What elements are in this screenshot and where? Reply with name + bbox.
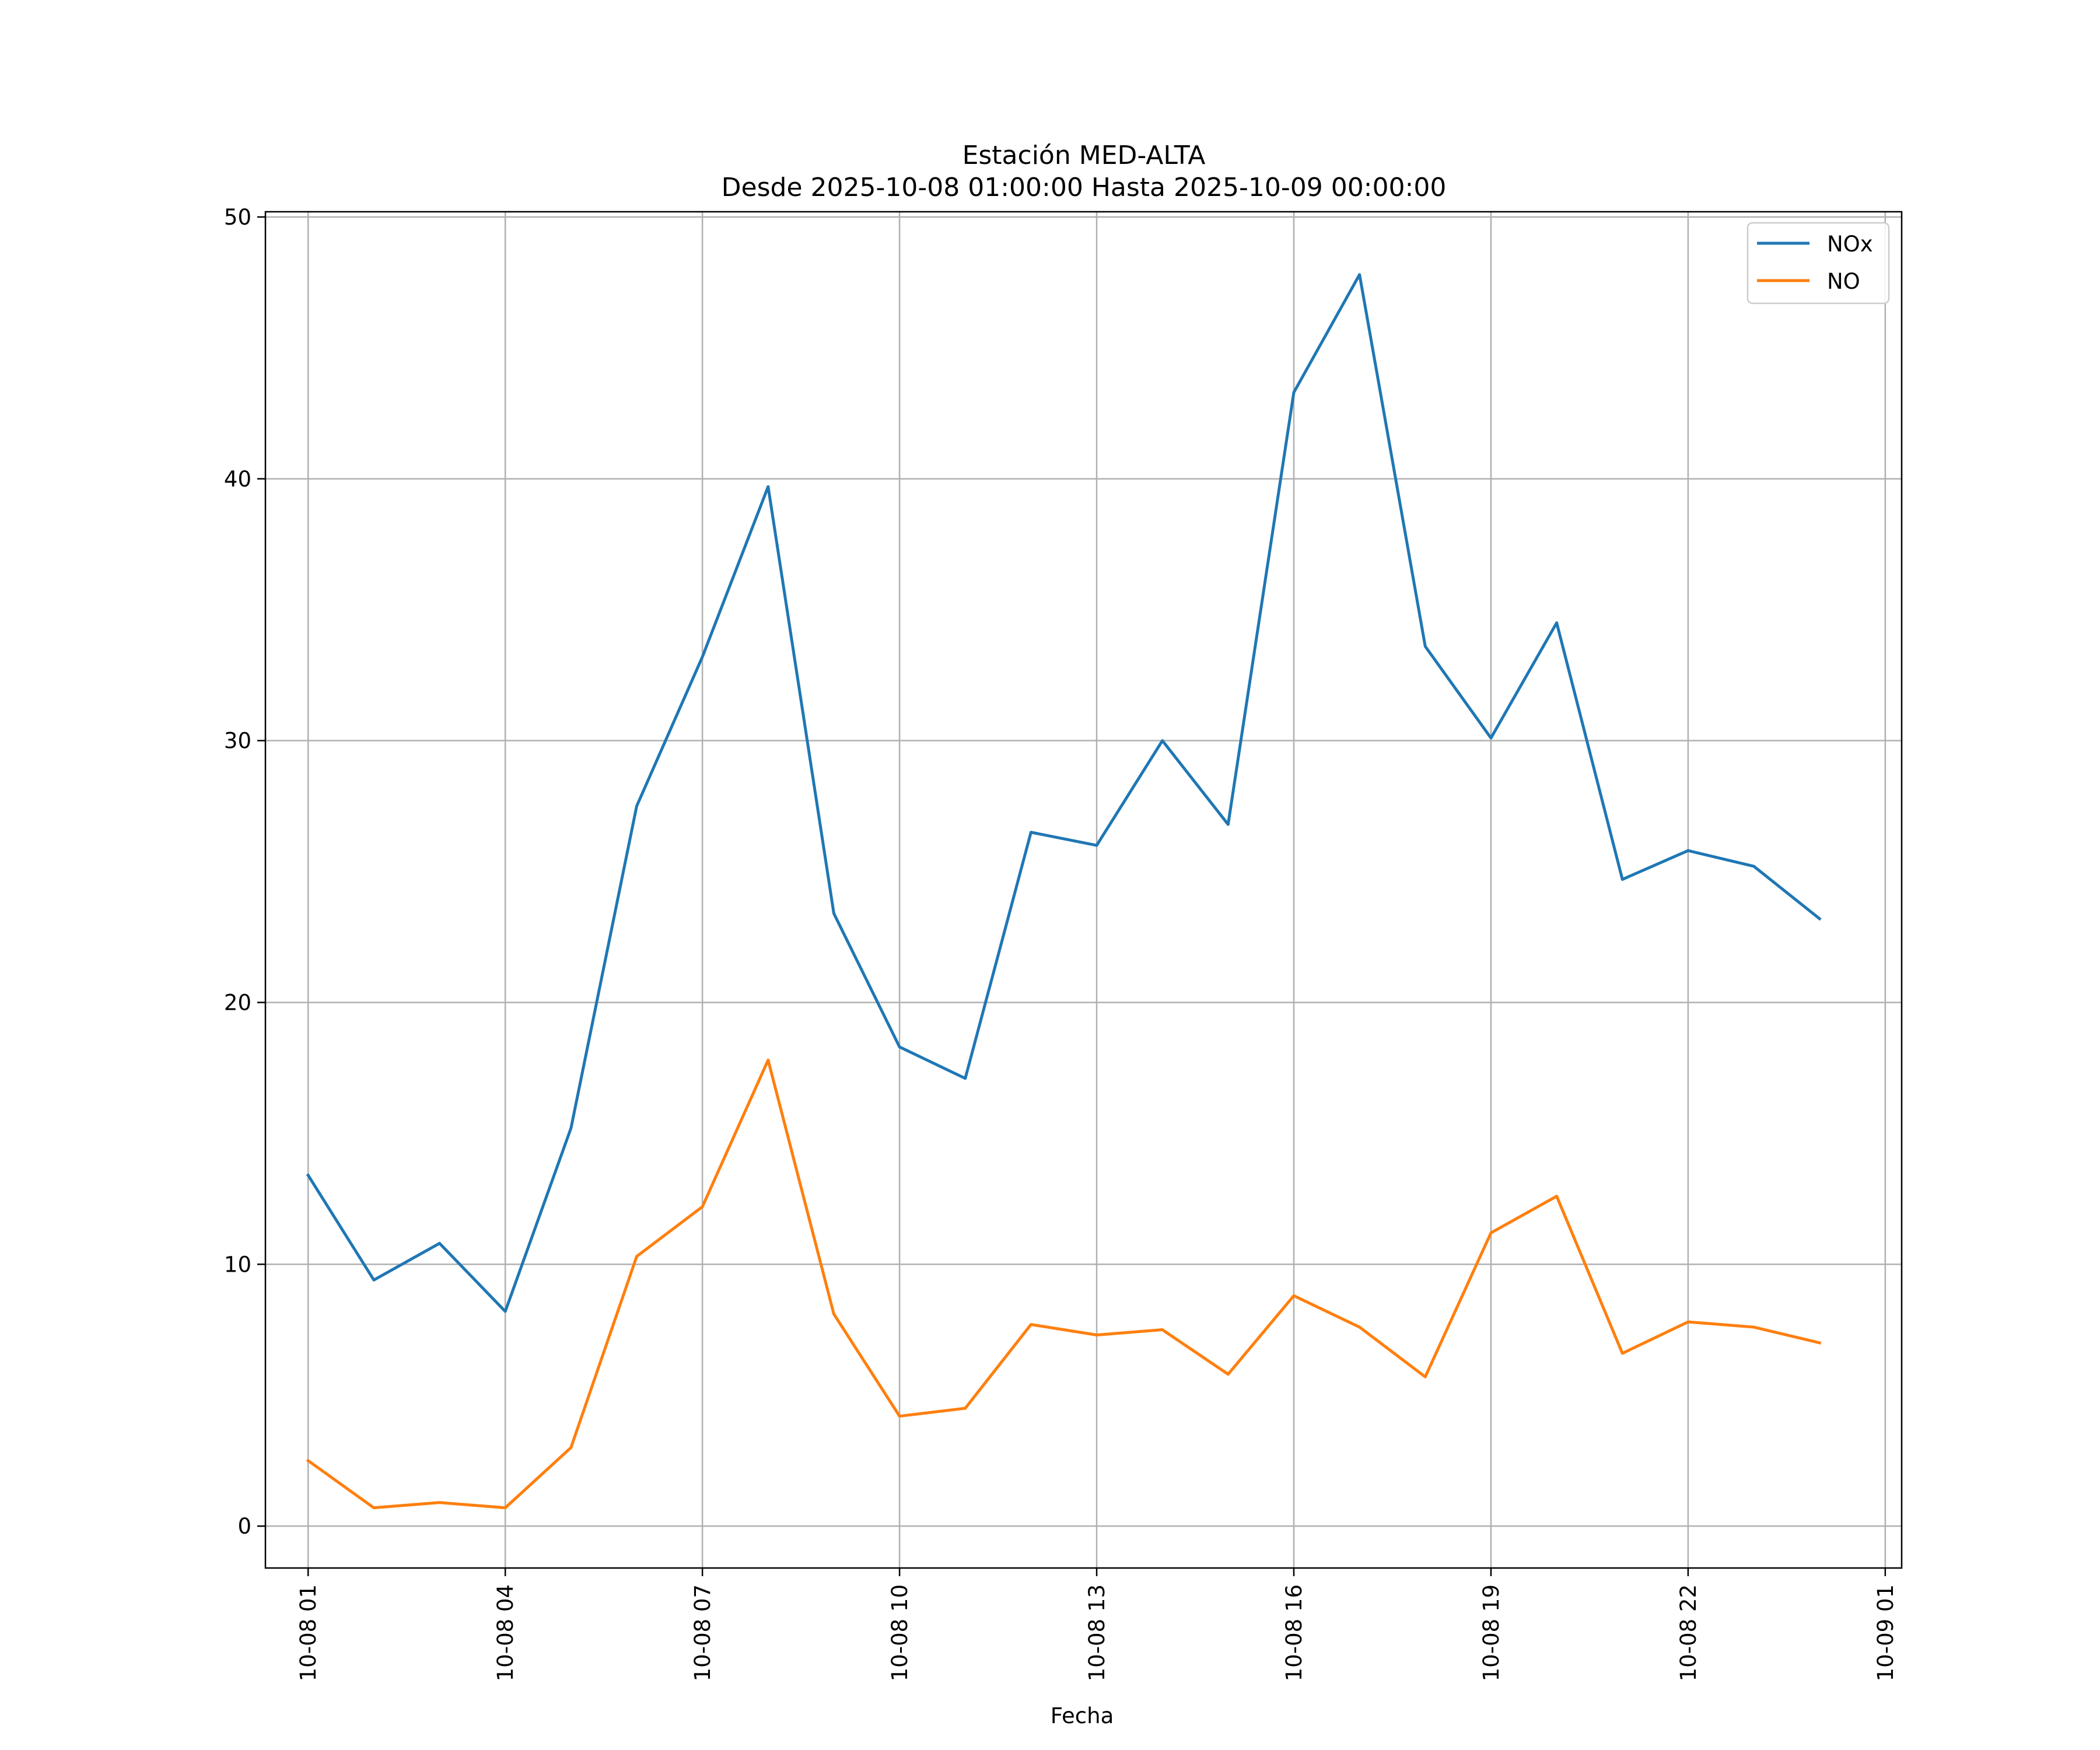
plot-frame: [264, 211, 1903, 1569]
x-tick-label: 10-08 19: [1479, 1584, 1504, 1681]
x-tick-label: 10-08 10: [887, 1584, 912, 1681]
legend-label-nox: NOx: [1827, 232, 1873, 257]
y-tick-label: 40: [224, 467, 251, 492]
series-layer: [306, 273, 1822, 1510]
chart-title: Estación MED-ALTA: [963, 141, 1206, 170]
x-tick-label: 10-08 07: [690, 1584, 715, 1681]
y-tick-label: 0: [237, 1514, 251, 1539]
y-tick-label: 30: [224, 729, 251, 754]
series-line-nox: [306, 273, 1822, 1313]
x-tick-label: 10-08 04: [493, 1584, 518, 1681]
series-line-no: [306, 1058, 1822, 1510]
x-tick-label: 10-08 13: [1084, 1584, 1110, 1681]
x-axis-label: Fecha: [1051, 1703, 1114, 1728]
x-tick-label: 10-08 01: [296, 1584, 321, 1681]
chart-subtitle: Desde 2025-10-08 01:00:00 Hasta 2025-10-…: [722, 173, 1447, 202]
x-tick-label: 10-09 01: [1873, 1584, 1898, 1681]
y-tick-label: 10: [224, 1252, 251, 1277]
legend-label-no: NO: [1827, 269, 1860, 294]
y-tick-label: 20: [224, 991, 251, 1016]
grid: [265, 212, 1902, 1568]
y-tick-label: 50: [224, 205, 251, 230]
x-tick-label: 10-08 16: [1282, 1584, 1307, 1681]
x-tick-label: 10-08 22: [1676, 1584, 1701, 1681]
legend: NOx NO: [1746, 222, 1890, 304]
ticks: 10-08 01 10-08 04 10-08 07 10-08 10 10-08 13…: [224, 205, 1898, 1681]
